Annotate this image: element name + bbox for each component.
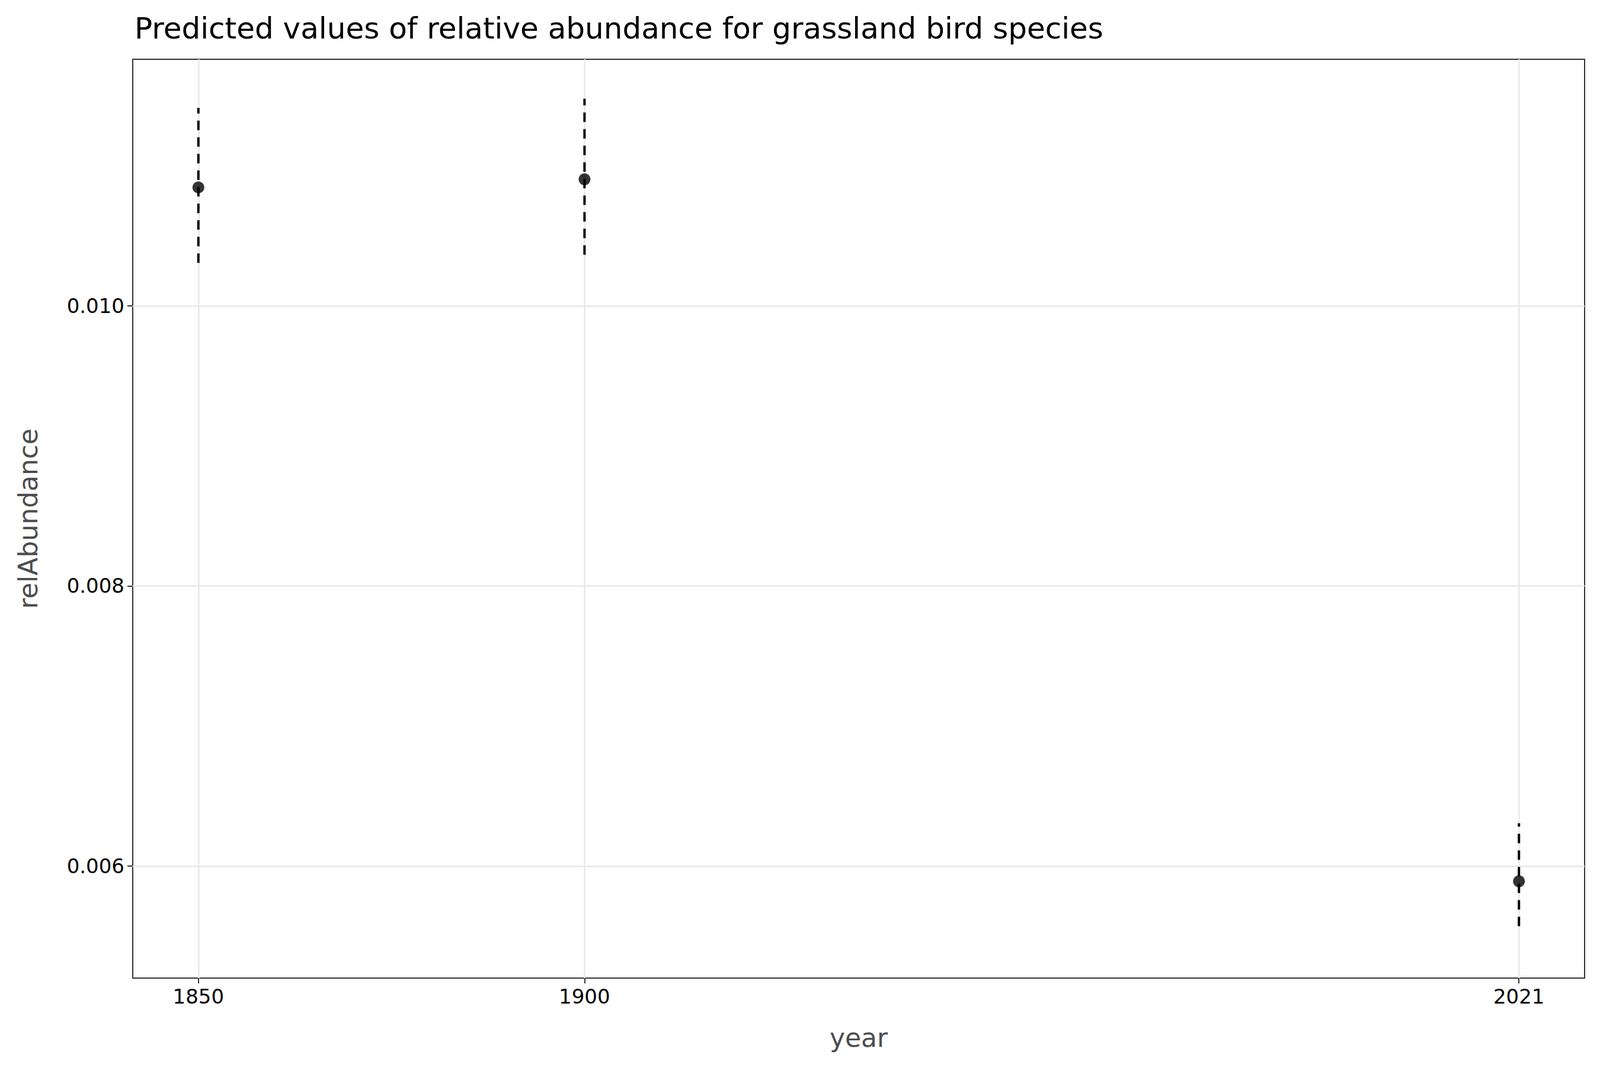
- svg-text:1900: 1900: [558, 984, 611, 1008]
- svg-text:2021: 2021: [1493, 984, 1545, 1008]
- svg-text:relAbundance: relAbundance: [13, 428, 44, 609]
- svg-text:1850: 1850: [173, 984, 225, 1008]
- svg-text:0.010: 0.010: [66, 293, 125, 318]
- svg-text:year: year: [829, 1022, 889, 1053]
- svg-text:0.006: 0.006: [66, 853, 125, 878]
- svg-text:Predicted values of relative a: Predicted values of relative abundance f…: [134, 11, 1104, 46]
- svg-text:0.008: 0.008: [66, 573, 125, 598]
